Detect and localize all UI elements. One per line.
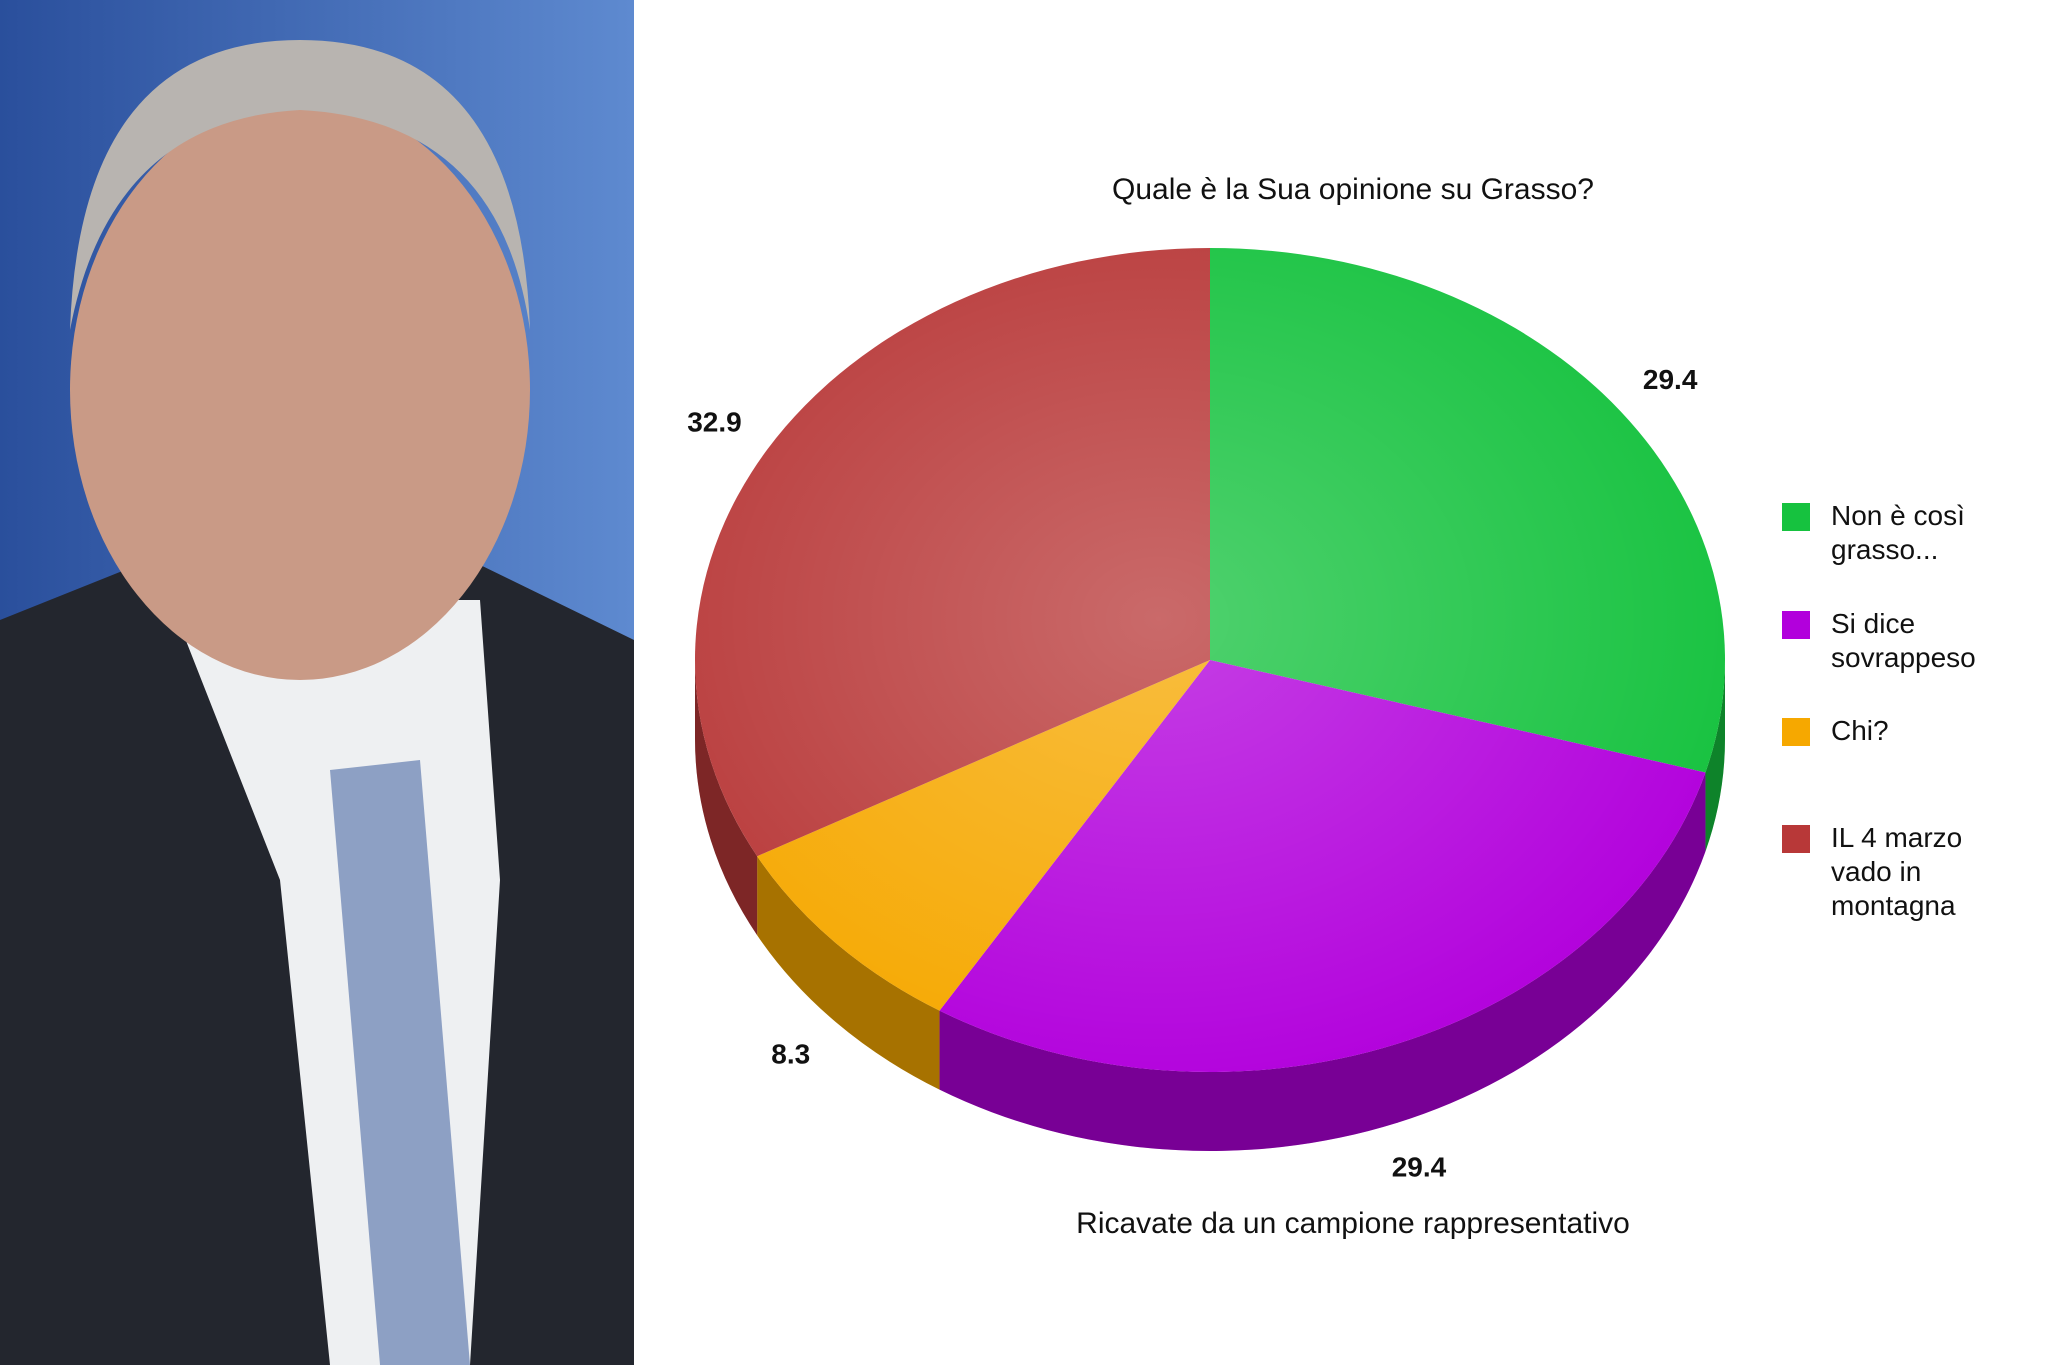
slice-side-shade bbox=[939, 772, 1706, 1151]
slice-side-shade bbox=[757, 856, 940, 1090]
legend-swatch bbox=[1782, 718, 1810, 746]
slice-side bbox=[939, 772, 1706, 1151]
slice-side bbox=[1705, 660, 1725, 852]
legend-label: Si dice sovrappeso bbox=[1831, 608, 1976, 673]
legend-label: Non è così grasso... bbox=[1831, 500, 1965, 565]
photo bbox=[0, 0, 634, 1365]
legend-label: Chi? bbox=[1831, 715, 1889, 746]
value-label: 29.4 bbox=[1392, 1151, 1447, 1182]
slice-shine bbox=[695, 248, 1725, 1072]
legend-swatch bbox=[1782, 825, 1810, 853]
legend-swatch bbox=[1782, 611, 1810, 639]
slice-side-shade bbox=[1705, 660, 1725, 852]
slice-side bbox=[757, 856, 940, 1090]
legend-label: IL 4 marzo vado in montagna bbox=[1831, 822, 1963, 921]
slice-side bbox=[695, 660, 758, 936]
chart-title: Quale è la Sua opinione su Grasso? bbox=[1112, 173, 1594, 206]
chart-subtitle: Ricavate da un campione rappresentativo bbox=[1076, 1207, 1630, 1240]
value-label: 29.4 bbox=[1643, 364, 1698, 395]
value-label: 8.3 bbox=[771, 1038, 810, 1069]
legend-swatch bbox=[1782, 503, 1810, 531]
value-label: 32.9 bbox=[687, 406, 742, 437]
slice-side-shade bbox=[695, 660, 758, 936]
